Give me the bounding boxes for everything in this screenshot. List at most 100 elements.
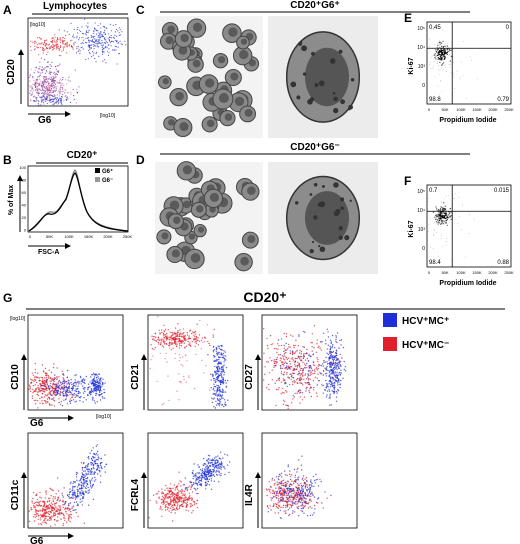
event-dot [438,216,440,218]
event-dot [62,388,64,390]
event-dot [100,467,102,469]
event-dot [76,47,78,50]
event-dot [175,494,178,497]
event-dot [158,490,160,493]
event-dot [50,87,53,90]
event-dot [163,499,165,501]
event-dot [60,384,63,386]
event-dot [169,496,172,498]
event-dot [99,23,102,25]
event-dot [329,380,332,382]
event-dot [166,335,168,337]
event-dot [201,478,203,480]
event-dot [40,80,42,82]
event-dot [192,483,195,486]
event-dot [314,376,316,378]
event-dot [71,396,73,399]
event-dot [30,100,32,102]
event-dot [34,508,36,510]
event-dot [301,382,303,385]
event-dot [324,389,326,391]
event-dot [53,71,56,73]
event-dot [56,39,58,41]
event-dot [55,394,58,396]
event-dot [213,328,215,331]
event-dot [302,497,304,499]
event-dot [46,91,48,93]
event-dot [53,77,55,79]
event-dot [451,42,452,44]
event-dot [221,370,223,372]
panel-letter: D [136,153,145,167]
event-dot [73,36,75,39]
event-dot [42,390,44,393]
event-dot [85,375,88,378]
event-dot [64,503,66,505]
event-dot [112,24,114,26]
event-dot [32,391,34,394]
event-dot [54,504,56,506]
event-dot [191,499,193,501]
event-dot [52,95,54,97]
event-dot [76,91,78,93]
event-dot [289,383,291,386]
event-dot [56,377,58,379]
event-dot [48,95,50,97]
organelle [350,78,355,82]
panel-letter: A [3,3,12,17]
event-dot [43,82,45,84]
event-dot [151,335,153,337]
event-dot [285,342,287,345]
plot-frame [27,314,124,411]
event-dot [278,345,280,347]
event-dot [73,490,75,492]
event-dot [48,515,50,518]
event-dot [439,217,441,219]
event-dot [316,343,318,345]
event-dot [165,493,167,496]
event-dot [311,491,313,493]
event-dot [33,79,35,82]
event-dot [67,79,69,81]
event-dot [42,76,44,78]
event-dot [110,30,113,32]
event-dot [222,382,224,385]
event-dot [50,390,53,392]
event-dot [171,495,173,498]
event-dot [156,492,159,495]
event-dot [29,92,31,94]
event-dot [48,43,51,45]
event-dot [80,43,82,45]
event-dot [59,46,61,49]
event-dot [443,220,445,222]
event-dot [157,315,159,318]
organelle [338,49,343,54]
event-dot [180,498,182,500]
event-dot [282,361,284,363]
event-dot [441,42,443,44]
event-dot [216,370,219,373]
event-dot [285,373,288,375]
event-dot [97,473,99,475]
event-dot [79,483,81,486]
event-dot [177,496,179,498]
event-dot [309,366,311,369]
event-dot [56,376,58,378]
event-dot [37,86,39,88]
event-dot [178,341,180,343]
x-tick-label: 200K [103,234,113,239]
event-dot [42,507,44,509]
event-dot [325,356,327,359]
event-dot [71,487,74,489]
event-dot [293,369,295,372]
event-dot [332,344,334,346]
event-dot [216,367,219,369]
event-dot [207,473,209,476]
event-dot [440,208,442,210]
event-dot [29,387,31,390]
event-dot [59,98,62,100]
event-dot [152,355,154,357]
event-dot [333,383,335,385]
event-dot [97,35,100,37]
event-dot [85,37,87,40]
